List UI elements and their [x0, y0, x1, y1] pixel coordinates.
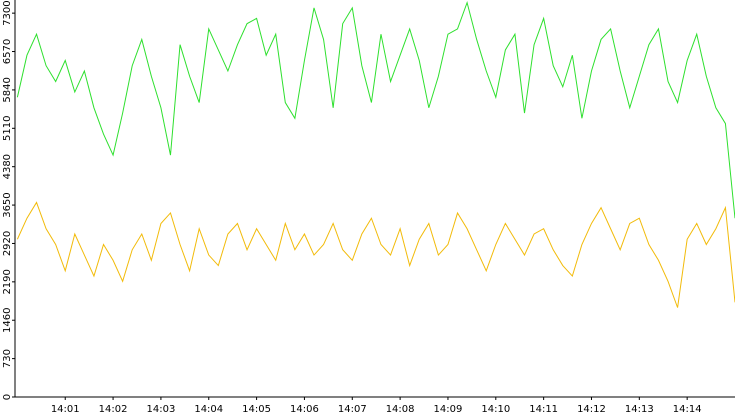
x-tick-label: 14:07	[338, 404, 367, 415]
x-tick-label: 14:12	[577, 404, 606, 415]
y-tick-label: 3650	[2, 192, 13, 217]
series-line	[16, 201, 735, 308]
series-line	[16, 0, 735, 219]
x-tick-label: 14:10	[481, 404, 510, 415]
y-tick-label: 7300	[2, 0, 13, 25]
x-tick-label: 14:05	[242, 404, 271, 415]
x-tick-label: 14:08	[386, 404, 415, 415]
x-tick-label: 14:14	[673, 404, 702, 415]
y-tick-label: 6570	[2, 39, 13, 64]
y-tick-label: 5840	[2, 77, 13, 102]
x-tick-label: 14:11	[529, 404, 558, 415]
y-tick-label: 5110	[2, 116, 13, 141]
x-tick-label: 14:06	[290, 404, 319, 415]
y-tick-label: 730	[2, 349, 13, 368]
x-tick-label: 14:04	[194, 404, 223, 415]
y-tick-label: 0	[2, 394, 13, 400]
y-tick-label: 1460	[2, 308, 13, 333]
x-tick-label: 14:01	[51, 404, 80, 415]
x-tick-label: 14:13	[625, 404, 654, 415]
x-tick-label: 14:03	[146, 404, 175, 415]
y-tick-label: 2920	[2, 231, 13, 256]
y-tick-label: 2190	[2, 269, 13, 294]
y-tick-label: 4380	[2, 154, 13, 179]
x-tick-label: 14:09	[434, 404, 463, 415]
x-tick-label: 14:02	[99, 404, 128, 415]
